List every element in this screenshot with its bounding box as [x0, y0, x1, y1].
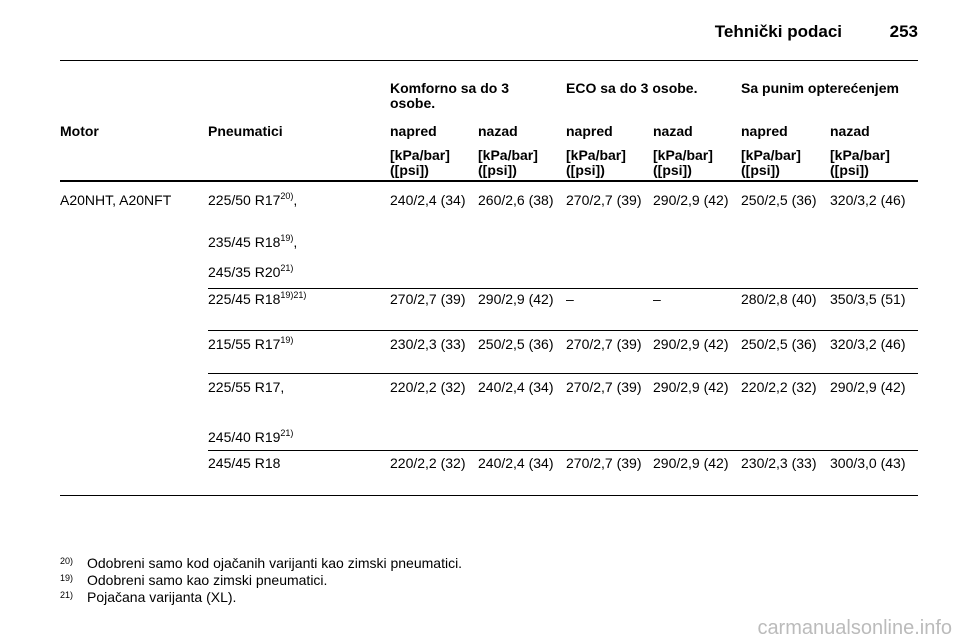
tire-size: 245/45 R18 — [208, 455, 281, 471]
tire: 245/45 R18 — [208, 456, 280, 471]
footnote-mark: 19) — [60, 573, 74, 583]
footnote-ref: 21) — [280, 428, 294, 438]
tire: 235/45 R1819), — [208, 233, 298, 250]
pressure: 230/2,3 (33) — [390, 336, 466, 352]
pressure: 300/3,0 (43) — [830, 455, 906, 471]
tire: 225/55 R17, — [208, 380, 284, 395]
pressure: 270/2,7 (39) — [566, 192, 642, 208]
pressure: 270/2,7 (39) — [566, 336, 642, 352]
group-header: Sa punim opterećenjem — [741, 80, 899, 96]
footnote-ref: 19) — [280, 335, 294, 345]
tire: 225/50 R1720), — [208, 191, 298, 208]
tire-size: 225/55 R17, — [208, 379, 285, 395]
rule — [208, 288, 918, 289]
section-title: Tehnički podaci — [714, 22, 842, 41]
tire-size: 225/50 R17 — [208, 192, 281, 208]
footnote-mark: 21) — [60, 590, 74, 600]
unit-header: [kPa/bar] ([psi]) — [566, 147, 626, 178]
pressure: 220/2,2 (32) — [741, 379, 817, 395]
pressure: 280/2,8 (40) — [741, 291, 817, 307]
column-header: napred — [566, 123, 613, 139]
column-header: Motor — [60, 123, 99, 139]
pressure: 290/2,9 (42) — [653, 455, 729, 471]
pressure: 270/2,7 (39) — [566, 379, 642, 395]
punctuation: , — [293, 234, 298, 250]
pressure: 250/2,5 (36) — [478, 336, 554, 352]
tire: 245/40 R1921) — [208, 428, 294, 445]
pressure: 350/3,5 (51) — [830, 291, 906, 307]
tire: 215/55 R1719) — [208, 335, 294, 352]
pressure: 260/2,6 (38) — [478, 192, 554, 208]
tire-size: 235/45 R18 — [208, 234, 281, 250]
column-header: napred — [741, 123, 788, 139]
footnote-ref: 19)21) — [280, 290, 307, 300]
punctuation: , — [293, 192, 298, 208]
column-header: napred — [390, 123, 437, 139]
pressure: 270/2,7 (39) — [566, 455, 642, 471]
pressure: – — [566, 291, 574, 307]
pressure: 270/2,7 (39) — [390, 291, 466, 307]
pressure: 240/2,4 (34) — [390, 192, 466, 208]
unit-header: [kPa/bar] ([psi]) — [830, 147, 890, 178]
pressure: 320/3,2 (46) — [830, 192, 906, 208]
rule — [208, 450, 918, 451]
footnote-ref: 19) — [280, 233, 294, 243]
tire: 225/45 R1819)21) — [208, 290, 307, 307]
page-number: 253 — [889, 22, 918, 41]
footnote-text: Pojačana varijanta (XL). — [87, 589, 237, 605]
tire: 245/35 R2021) — [208, 263, 294, 280]
watermark: carmanualsonline.info — [757, 617, 952, 639]
unit-header: [kPa/bar] ([psi]) — [653, 147, 713, 178]
pressure: 230/2,3 (33) — [741, 455, 817, 471]
pressure: 290/2,9 (42) — [478, 291, 554, 307]
rule — [60, 60, 918, 61]
group-header: Komforno sa do 3 osobe. — [390, 80, 510, 111]
pressure: 290/2,9 (42) — [653, 192, 729, 208]
rule — [60, 495, 918, 496]
footnote-text: Odobreni samo kao zimski pneumatici. — [87, 572, 328, 588]
pressure: 290/2,9 (42) — [653, 336, 729, 352]
motor: A20NHT, A20NFT — [60, 192, 172, 208]
tire-size: 245/35 R20 — [208, 264, 281, 280]
pressure: 250/2,5 (36) — [741, 192, 817, 208]
pressure: 290/2,9 (42) — [830, 379, 906, 395]
footnote-ref: 21) — [280, 263, 294, 273]
column-header: nazad — [653, 123, 693, 139]
footnote-text: Odobreni samo kod ojačanih varijanti kao… — [87, 555, 463, 571]
footnote-mark: 20) — [60, 556, 74, 566]
pressure: 240/2,4 (34) — [478, 455, 554, 471]
pressure: 320/3,2 (46) — [830, 336, 906, 352]
rule — [60, 180, 918, 182]
column-header: nazad — [830, 123, 870, 139]
rule — [208, 330, 918, 331]
pressure: 250/2,5 (36) — [741, 336, 817, 352]
group-header: ECO sa do 3 osobe. — [566, 80, 698, 96]
column-header: Pneumatici — [208, 123, 283, 139]
unit-header: [kPa/bar] ([psi]) — [390, 147, 450, 178]
pressure: 290/2,9 (42) — [653, 379, 729, 395]
column-header: nazad — [478, 123, 518, 139]
tire-size: 245/40 R19 — [208, 429, 281, 445]
unit-header: [kPa/bar] ([psi]) — [741, 147, 801, 178]
pressure: 240/2,4 (34) — [478, 379, 554, 395]
rule — [208, 373, 918, 374]
unit-header: [kPa/bar] ([psi]) — [478, 147, 538, 178]
footnote-ref: 20) — [280, 191, 294, 201]
pressure: 220/2,2 (32) — [390, 455, 466, 471]
pressure: – — [653, 291, 661, 307]
tire-size: 215/55 R17 — [208, 336, 281, 352]
tire-size: 225/45 R18 — [208, 291, 281, 307]
pressure: 220/2,2 (32) — [390, 379, 466, 395]
